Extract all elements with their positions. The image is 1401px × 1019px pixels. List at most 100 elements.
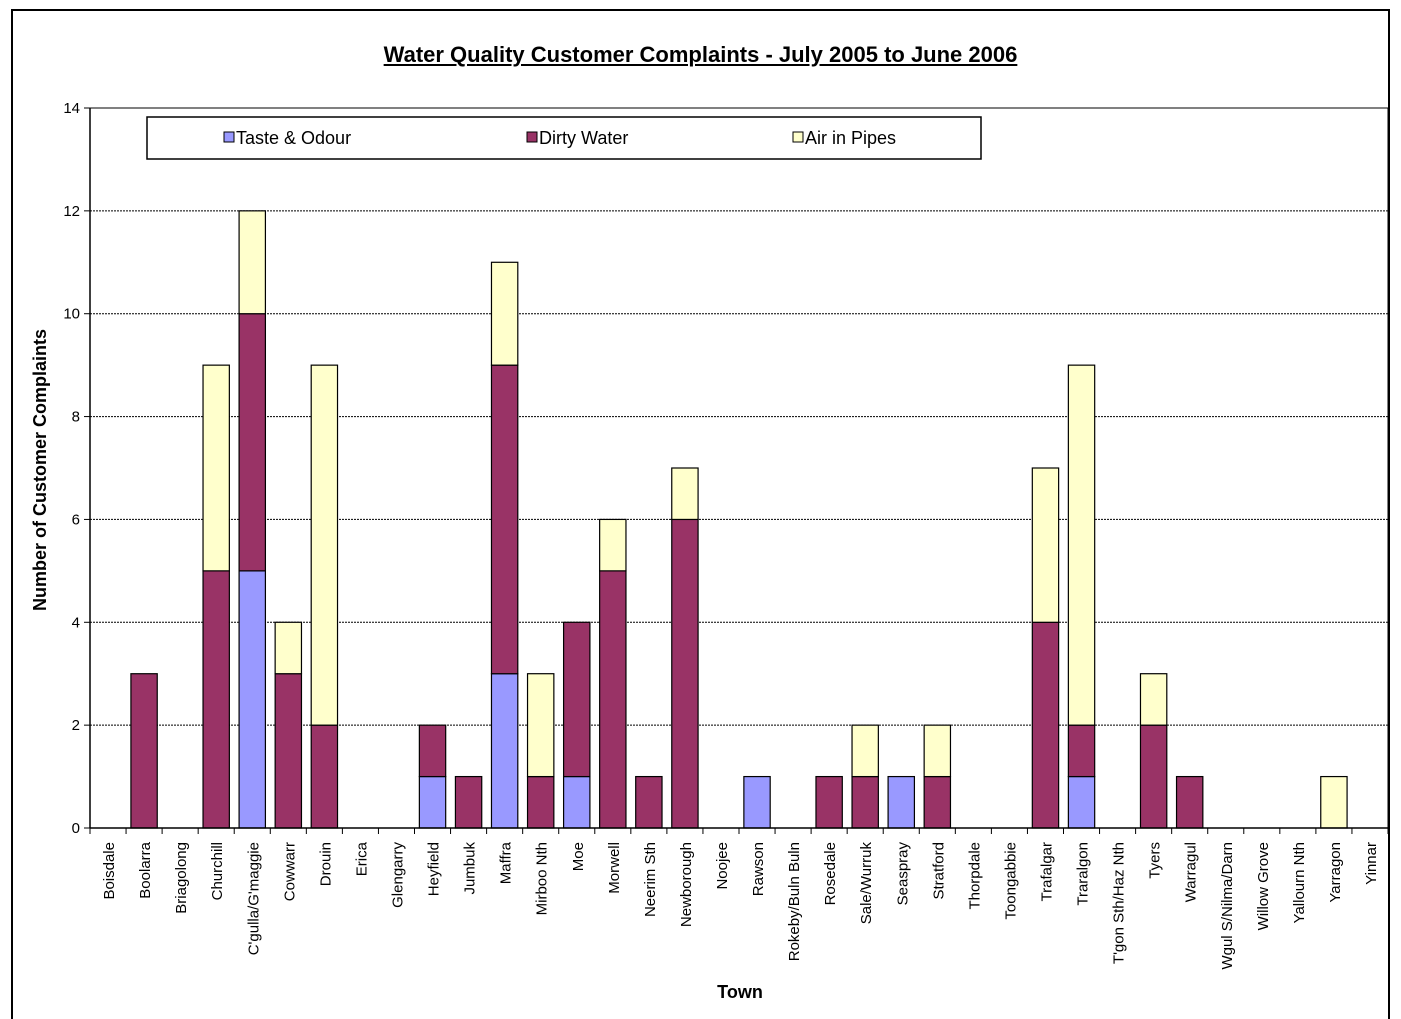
legend-swatch <box>526 131 538 143</box>
bar-segment <box>851 775 879 829</box>
x-tick-label: Seaspray <box>894 842 911 906</box>
bar-segment <box>418 775 447 829</box>
x-tick-label: Morwell <box>606 842 623 894</box>
x-tick-label: Mirboo Nth <box>534 842 551 915</box>
x-tick-label: Rokeby/Buln Buln <box>786 842 803 961</box>
x-tick-label: Jumbuk <box>462 842 479 895</box>
bar-segment <box>671 467 699 521</box>
bars <box>130 210 1348 829</box>
bar-segment <box>1067 724 1096 778</box>
chart-title: Water Quality Customer Complaints - July… <box>383 42 1018 67</box>
bar-segment <box>923 775 952 829</box>
bar-segment <box>310 364 339 726</box>
gridlines <box>90 107 1389 828</box>
x-tick-label: Yarragon <box>1327 842 1344 903</box>
bar-segment <box>815 775 843 829</box>
legend-label: Taste & Odour <box>236 128 351 148</box>
y-tick-label: 0 <box>72 820 80 837</box>
bar-segment <box>274 673 303 829</box>
bar-segment <box>490 673 519 829</box>
y-tick-label: 10 <box>63 306 80 323</box>
x-tick-label: Willow Grove <box>1255 842 1272 930</box>
x-tick-label: Noojee <box>714 842 731 890</box>
bar-segment <box>1320 775 1348 829</box>
legend-label: Air in Pipes <box>805 128 896 148</box>
bar-segment <box>599 518 627 572</box>
x-tick-label: Yallourn Nth <box>1291 842 1308 923</box>
y-tick-label: 4 <box>72 614 80 631</box>
x-tick-label: Glengarry <box>389 842 406 908</box>
bar-segment <box>599 570 627 829</box>
bar-segment <box>202 570 230 829</box>
bar-segment <box>1067 364 1096 726</box>
y-tick-labels: 0 2 4 6 8 10 12 14 <box>63 100 80 837</box>
bar-segment <box>1175 775 1204 829</box>
bar-segment <box>526 775 555 829</box>
x-tick-label: Toongabbie <box>1002 842 1019 920</box>
legend-box <box>146 116 982 160</box>
y-tick-label: 8 <box>72 409 80 426</box>
legend-label: Dirty Water <box>539 128 628 148</box>
x-tick-label: Yinnar <box>1363 842 1380 885</box>
x-tick-labels: Boisdale Boolarra Briagolong Churchill C'gul… <box>101 841 1380 969</box>
bar-segment <box>310 724 339 829</box>
x-tick-label: Heyfield <box>426 842 443 896</box>
bar-segment <box>562 775 591 829</box>
x-tick-label: Churchill <box>209 842 226 900</box>
x-tick-label: Newborough <box>678 842 695 927</box>
x-tick-label: C'gulla/G'maggie <box>245 842 262 955</box>
legend-swatch <box>223 131 235 143</box>
bar-segment <box>490 261 519 366</box>
y-tick-label: 2 <box>72 717 80 734</box>
x-tick-label: Traralgon <box>1075 842 1092 906</box>
x-tick-label: Stratford <box>930 842 947 900</box>
bar-segment <box>130 673 158 829</box>
bar-segment <box>1031 467 1060 623</box>
bar-segment <box>202 364 230 572</box>
bar-segment <box>562 621 591 778</box>
x-tick-label: Sale/Wurruk <box>858 842 875 925</box>
legend-swatch <box>792 131 804 143</box>
x-axis-title: Town <box>717 982 763 1002</box>
x-tick-label: Rosedale <box>822 842 839 905</box>
bar-segment <box>238 313 267 572</box>
x-tick-label: Moe <box>570 842 587 871</box>
bar-segment <box>454 775 483 829</box>
bar-segment <box>851 724 879 778</box>
x-tick-label: Tyers <box>1147 842 1164 879</box>
x-tick-label: Boisdale <box>101 842 118 900</box>
legend: Taste & Odour Dirty Water Air in Pipes <box>146 116 982 160</box>
y-tick-label: 12 <box>63 203 80 220</box>
x-tick-label: Wgul S/Nilma/Darn <box>1219 842 1236 970</box>
y-axis-title: Number of Customer Complaints <box>30 329 50 611</box>
x-tick-label: Cowwarr <box>281 842 298 901</box>
bar-segment <box>743 775 771 829</box>
x-tick-label: Briagolong <box>173 842 190 914</box>
x-tick-label: Maffra <box>498 841 515 884</box>
bar-segment <box>238 210 267 315</box>
y-tick-label: 14 <box>63 100 80 117</box>
bar-segment <box>923 724 952 778</box>
bar-segment <box>635 775 663 829</box>
x-tick-label: Neerim Sth <box>642 842 659 917</box>
bar-segment <box>490 364 519 675</box>
x-tick-label: Rawson <box>750 842 767 896</box>
bar-segment <box>887 775 916 829</box>
bar-segment <box>238 570 267 829</box>
x-tick-label: Erica <box>353 841 370 876</box>
x-tick-label: Drouin <box>317 842 334 886</box>
bar-segment <box>526 673 555 778</box>
bar-segment <box>1067 775 1096 829</box>
y-tick-label: 6 <box>72 511 80 528</box>
bar-segment <box>418 724 447 778</box>
x-tick-label: Warragul <box>1183 842 1200 902</box>
x-tick-label: T'gon Sth/Haz Nth <box>1111 842 1128 964</box>
bar-segment <box>1139 673 1168 726</box>
bar-segment <box>671 518 699 829</box>
bar-segment <box>274 621 303 675</box>
bar-segment <box>1139 724 1168 829</box>
axes <box>84 107 1389 834</box>
x-tick-label: Trafalgar <box>1038 842 1055 901</box>
bar-segment <box>1031 621 1060 829</box>
